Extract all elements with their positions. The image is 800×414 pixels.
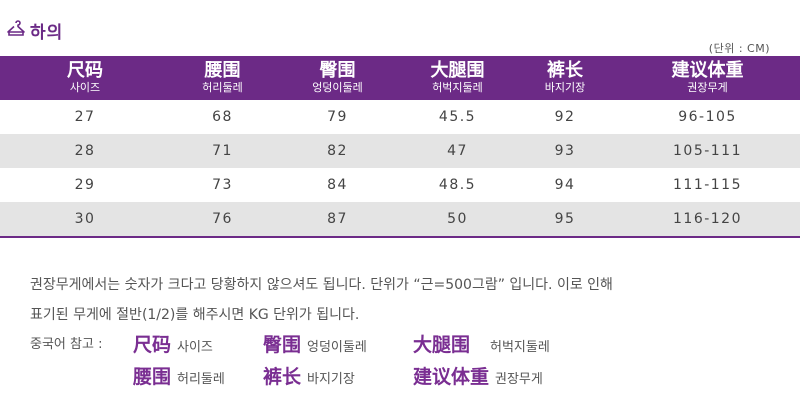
table-row: 27 68 79 45.5 92 96-105 xyxy=(0,100,800,134)
table-cell: 68 xyxy=(212,109,233,125)
note-line-2: 표기된 무게에 절반(1/2)를 해주시면 KG 단위가 됩니다. xyxy=(30,307,360,323)
table-cell: 116-120 xyxy=(673,211,742,227)
table-bottom-border xyxy=(0,236,800,238)
notes: 권장무게에서는 숫자가 크다고 당황하지 않으셔도 됩니다. 단위가 “근=50… xyxy=(30,270,613,330)
header-thigh: 大腿围 허벅지둘레 xyxy=(430,60,485,95)
table-header: 尺码 사이즈 腰围 허리둘레 臀围 엉덩이둘레 大腿围 허벅지둘레 裤长 바지기장 建议体… xyxy=(0,56,800,100)
header-waist: 腰围 허리둘레 xyxy=(202,60,243,95)
table-cell: 92 xyxy=(554,109,576,125)
table-cell: 87 xyxy=(327,211,348,227)
reference-item: 大腿围 허벅지둘레 xyxy=(413,334,550,356)
header-weight: 建议体重 권장무게 xyxy=(671,60,744,95)
table-cell: 93 xyxy=(554,143,576,159)
table-row: 29 73 84 48.5 94 111-115 xyxy=(0,168,800,202)
table-cell: 30 xyxy=(74,211,96,227)
table-cell: 50 xyxy=(447,211,468,227)
reference-label: 중국어 참고 : xyxy=(30,337,103,352)
table-cell: 73 xyxy=(212,177,233,193)
table-cell: 84 xyxy=(327,177,348,193)
table-cell: 76 xyxy=(212,211,233,227)
table-row: 28 71 82 47 93 105-111 xyxy=(0,134,800,168)
page-title: 하의 xyxy=(30,22,64,43)
hanger-icon xyxy=(7,20,25,36)
header-length: 裤长 바지기장 xyxy=(544,60,586,95)
reference-item: 裤长 바지기장 xyxy=(263,366,355,388)
table-cell: 45.5 xyxy=(438,109,477,125)
unit-label: (단위 : CM) xyxy=(708,42,770,55)
reference-item: 臀围 엉덩이둘레 xyxy=(263,334,367,356)
reference-item: 建议体重 권장무게 xyxy=(413,366,543,388)
note-line-1: 권장무게에서는 숫자가 크다고 당황하지 않으셔도 됩니다. 단위가 “근=50… xyxy=(30,277,613,293)
reference-item: 腰围 허리둘레 xyxy=(133,366,225,388)
table-cell: 96-105 xyxy=(678,109,737,125)
table-cell: 79 xyxy=(327,109,348,125)
reference-item: 尺码 사이즈 xyxy=(133,334,213,356)
table-row: 30 76 87 50 95 116-120 xyxy=(0,202,800,236)
table-cell: 29 xyxy=(74,177,96,193)
header-hip: 臀围 엉덩이둘레 xyxy=(312,60,363,95)
header-size: 尺码 사이즈 xyxy=(67,60,103,95)
section-title: 하의 xyxy=(6,18,64,43)
table-cell: 94 xyxy=(554,177,576,193)
table-cell: 48.5 xyxy=(438,177,477,193)
table-cell: 27 xyxy=(74,109,96,125)
table-cell: 71 xyxy=(212,143,233,159)
table-cell: 105-111 xyxy=(673,143,742,159)
size-table: 尺码 사이즈 腰围 허리둘레 臀围 엉덩이둘레 大腿围 허벅지둘레 裤长 바지기장 建议体… xyxy=(0,56,800,238)
table-cell: 111-115 xyxy=(673,177,742,193)
table-cell: 28 xyxy=(74,143,96,159)
table-cell: 95 xyxy=(554,211,576,227)
table-cell: 47 xyxy=(447,143,468,159)
table-cell: 82 xyxy=(327,143,348,159)
